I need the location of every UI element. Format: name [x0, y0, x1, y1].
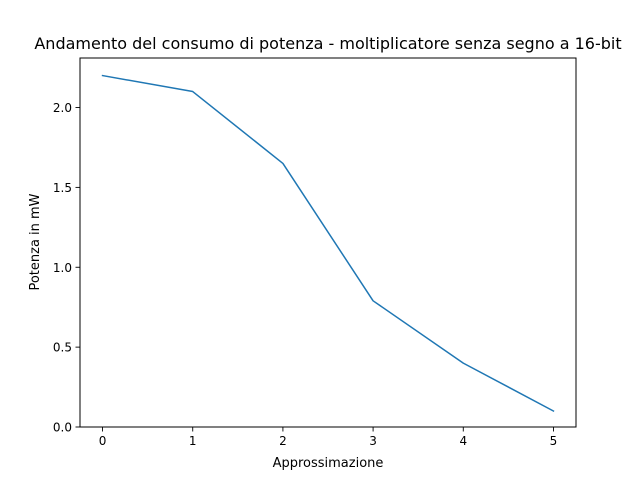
y-tick-label: 0.5: [53, 341, 72, 355]
x-tick-label: 0: [99, 434, 107, 448]
x-axis-label: Approssimazione: [273, 456, 384, 471]
series-line-0: [101, 74, 555, 413]
y-axis-label: Potenza in mW: [28, 193, 43, 290]
x-tick-label: 1: [189, 434, 197, 448]
y-tick-label: 0.0: [53, 421, 72, 435]
x-axis-ticks: 0 1 2 3 4 5: [99, 427, 558, 448]
y-tick-label: 1.0: [53, 261, 72, 275]
y-axis-ticks: 0.0 0.5 1.0 1.5 2.0: [53, 101, 80, 435]
x-tick-label: 5: [550, 434, 558, 448]
x-tick-label: 2: [279, 434, 287, 448]
y-tick-label: 1.5: [53, 181, 72, 195]
plot-area: [101, 74, 555, 413]
chart-title: Andamento del consumo di potenza - molti…: [34, 34, 621, 53]
x-tick-label: 4: [459, 434, 467, 448]
axes-frame: [79, 57, 577, 428]
y-tick-label: 2.0: [53, 101, 72, 115]
x-tick-label: 3: [369, 434, 377, 448]
